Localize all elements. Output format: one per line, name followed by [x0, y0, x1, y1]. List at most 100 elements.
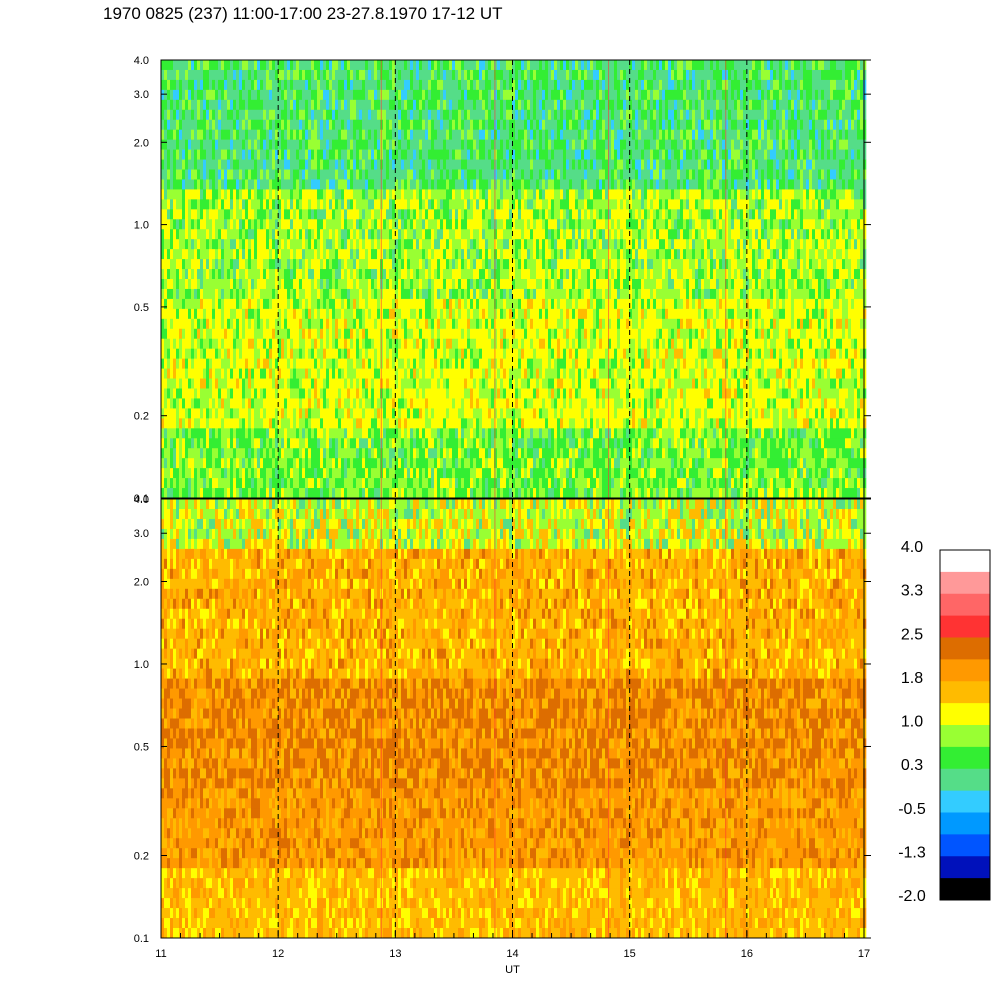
spectrogram-cell: [311, 458, 314, 468]
spectrogram-cell: [350, 359, 353, 369]
spectrogram-cell: [476, 389, 479, 399]
spectrogram-cell: [323, 379, 326, 389]
spectrogram-cell: [398, 110, 401, 120]
spectrogram-cell: [416, 458, 419, 468]
spectrogram-cell: [185, 239, 188, 249]
spectrogram-cell: [452, 269, 455, 279]
spectrogram-cell: [320, 408, 323, 418]
spectrogram-cell: [287, 448, 290, 458]
spectrogram-cell: [488, 100, 491, 110]
spectrogram-cell: [425, 100, 428, 110]
spectrogram-cell: [236, 239, 239, 249]
spectrogram-cell: [362, 219, 365, 229]
spectrogram-cell: [422, 369, 425, 379]
spectrogram-cell: [299, 170, 302, 180]
spectrogram-cell: [404, 438, 407, 448]
spectrogram-cell: [398, 140, 401, 150]
spectrogram-cell: [353, 60, 356, 70]
spectrogram-cell: [386, 488, 389, 498]
spectrogram-cell: [263, 468, 266, 478]
spectrogram-cell: [500, 269, 503, 279]
spectrogram-cell: [407, 339, 410, 349]
spectrogram-cell: [449, 398, 452, 408]
spectrogram-cell: [386, 279, 389, 289]
spectrogram-cell: [176, 189, 179, 199]
spectrogram-cell: [173, 229, 176, 239]
spectrogram-cell: [227, 219, 230, 229]
spectrogram-cell: [182, 239, 185, 249]
spectrogram-cell: [455, 329, 458, 339]
spectrogram-cell: [344, 408, 347, 418]
spectrogram-cell: [500, 120, 503, 130]
spectrogram-cell: [215, 389, 218, 399]
spectrogram-cell: [329, 289, 332, 299]
spectrogram-cell: [362, 100, 365, 110]
spectrogram-cell: [206, 199, 209, 209]
spectrogram-cell: [269, 408, 272, 418]
spectrogram-cell: [269, 438, 272, 448]
spectrogram-cell: [449, 279, 452, 289]
spectrogram-cell: [350, 428, 353, 438]
spectrogram-cell: [392, 239, 395, 249]
spectrogram-cell: [227, 160, 230, 170]
spectrogram-cell: [497, 269, 500, 279]
spectrogram-cell: [347, 229, 350, 239]
spectrogram-cell: [302, 100, 305, 110]
spectrogram-cell: [326, 359, 329, 369]
spectrogram-cell: [224, 448, 227, 458]
spectrogram-cell: [197, 110, 200, 120]
spectrogram-cell: [425, 339, 428, 349]
spectrogram-cell: [326, 130, 329, 140]
spectrogram-cell: [293, 170, 296, 180]
spectrogram-cell: [227, 209, 230, 219]
spectrogram-cell: [305, 100, 308, 110]
spectrogram-cell: [218, 309, 221, 319]
spectrogram-cell: [173, 130, 176, 140]
spectrogram-cell: [497, 408, 500, 418]
spectrogram-cell: [350, 389, 353, 399]
spectrogram-cell: [194, 120, 197, 130]
spectrogram-cell: [257, 170, 260, 180]
spectrogram-cell: [236, 140, 239, 150]
spectrogram-cell: [188, 438, 191, 448]
spectrogram-cell: [440, 369, 443, 379]
spectrogram-cell: [167, 468, 170, 478]
spectrogram-cell: [230, 398, 233, 408]
spectrogram-cell: [218, 478, 221, 488]
spectrogram-cell: [251, 219, 254, 229]
spectrogram-cell: [461, 438, 464, 448]
spectrogram-cell: [200, 319, 203, 329]
spectrogram-cell: [422, 339, 425, 349]
spectrogram-cell: [206, 468, 209, 478]
spectrogram-cell: [473, 209, 476, 219]
spectrogram-cell: [386, 60, 389, 70]
spectrogram-cell: [368, 448, 371, 458]
spectrogram-cell: [461, 448, 464, 458]
spectrogram-cell: [464, 140, 467, 150]
spectrogram-cell: [287, 120, 290, 130]
spectrogram-cell: [218, 299, 221, 309]
spectrogram-cell: [383, 140, 386, 150]
spectrogram-cell: [389, 219, 392, 229]
spectrogram-cell: [206, 438, 209, 448]
spectrogram-cell: [308, 398, 311, 408]
spectrogram-cell: [419, 219, 422, 229]
spectrogram-cell: [464, 179, 467, 189]
spectrogram-cell: [362, 329, 365, 339]
spectrogram-cell: [269, 488, 272, 498]
spectrogram-cell: [329, 369, 332, 379]
spectrogram-cell: [266, 349, 269, 359]
spectrogram-cell: [410, 179, 413, 189]
spectrogram-cell: [176, 398, 179, 408]
spectrogram-cell: [215, 199, 218, 209]
spectrogram-cell: [167, 319, 170, 329]
spectrogram-cell: [233, 408, 236, 418]
spectrogram-cell: [179, 418, 182, 428]
spectrogram-cell: [293, 349, 296, 359]
spectrogram-cell: [416, 160, 419, 170]
spectrogram-cell: [176, 90, 179, 100]
spectrogram-cell: [452, 80, 455, 90]
spectrogram-cell: [209, 150, 212, 160]
spectrogram-cell: [170, 468, 173, 478]
spectrogram-cell: [443, 379, 446, 389]
